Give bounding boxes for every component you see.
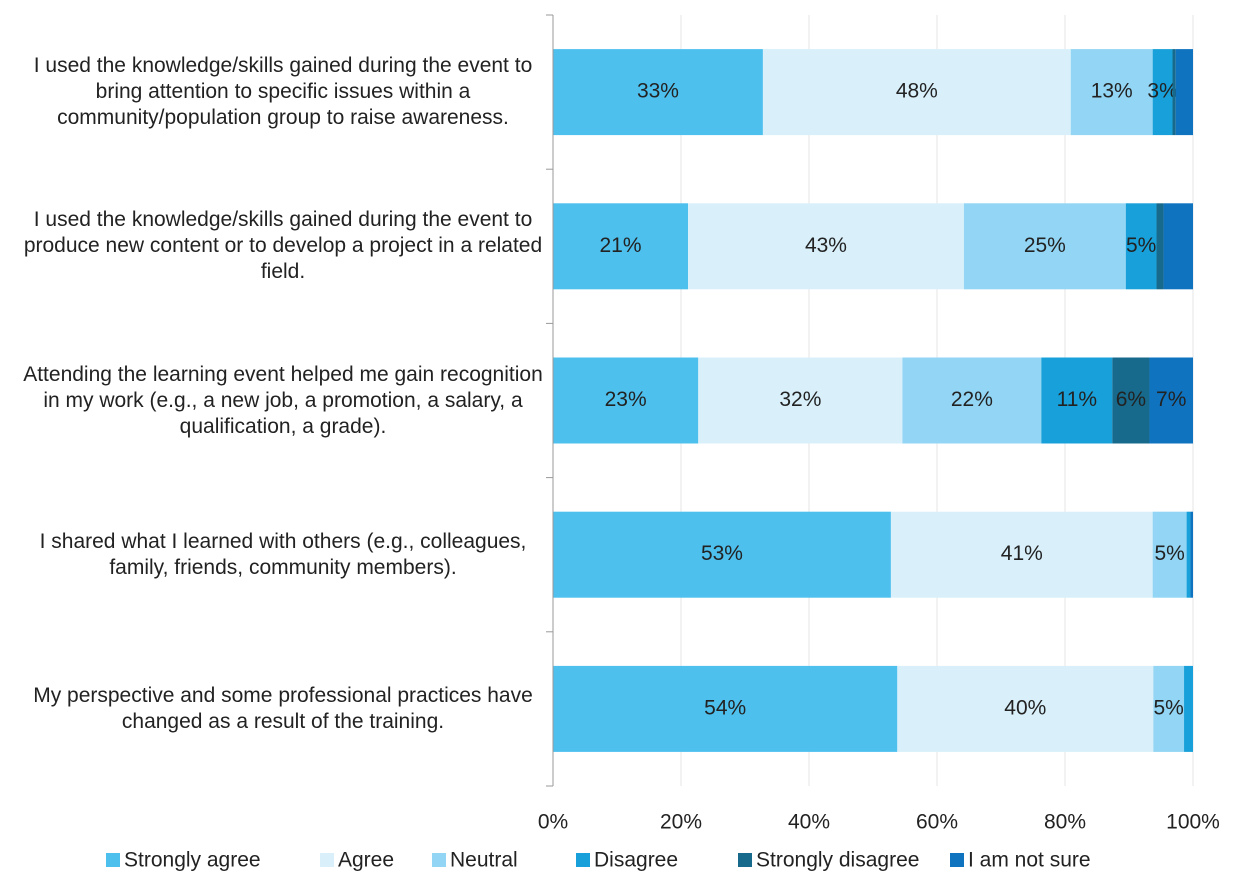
legend-label: Strongly disagree	[756, 849, 919, 872]
bar-segment	[553, 203, 689, 290]
bar-segment	[698, 357, 903, 444]
x-tick-label: 100%	[1166, 811, 1220, 834]
bar-segment	[1163, 203, 1193, 290]
legend-swatch	[432, 853, 446, 867]
bar-segment	[553, 357, 699, 444]
legend-label: Agree	[338, 849, 394, 872]
data-label: 5%	[1154, 542, 1184, 565]
data-label: 48%	[896, 80, 938, 103]
bar-segment	[553, 49, 763, 136]
bar-segment	[688, 203, 964, 290]
legend-label: Strongly agree	[124, 849, 261, 872]
data-label: 54%	[704, 696, 746, 719]
bar-segment	[1152, 511, 1187, 598]
data-label: 43%	[805, 234, 847, 257]
bar-segment	[1186, 511, 1191, 598]
data-label: 32%	[779, 388, 821, 411]
bar-segment	[1149, 357, 1193, 444]
x-tick-label: 60%	[916, 811, 958, 834]
x-tick-label: 80%	[1044, 811, 1086, 834]
legend-label: Disagree	[594, 849, 678, 872]
bar-segment	[1190, 511, 1193, 598]
bar-segment	[762, 49, 1071, 136]
x-tick-label: 0%	[538, 811, 568, 834]
category-label: I used the knowledge/skills gained durin…	[33, 54, 533, 130]
bar-segment	[897, 665, 1154, 752]
legend-swatch	[320, 853, 334, 867]
data-label: 5%	[1154, 696, 1184, 719]
bar-segment	[553, 511, 891, 598]
legend-label: I am not sure	[968, 849, 1091, 872]
bar-segment	[1153, 665, 1185, 752]
legend-swatch	[106, 853, 120, 867]
data-label: 40%	[1004, 696, 1046, 719]
bar-segment	[1156, 203, 1164, 290]
bar-segment	[1070, 49, 1153, 136]
x-tick-label: 40%	[788, 811, 830, 834]
data-label: 41%	[1001, 542, 1043, 565]
bar-segment	[1172, 49, 1176, 136]
bar-segment	[1184, 665, 1193, 752]
bar-segment	[1041, 357, 1113, 444]
data-label: 33%	[637, 80, 679, 103]
category-label: I used the knowledge/skills gained durin…	[23, 208, 543, 284]
bar-segment	[1112, 357, 1150, 444]
data-label: 25%	[1024, 234, 1066, 257]
bar-segment	[1125, 203, 1157, 290]
x-tick-label: 20%	[660, 811, 702, 834]
data-label: 7%	[1156, 388, 1186, 411]
data-label: 6%	[1116, 388, 1146, 411]
bar-segment	[902, 357, 1042, 444]
data-label: 22%	[951, 388, 993, 411]
category-label: I shared what I learned with others (e.g…	[39, 529, 527, 579]
legend-swatch	[950, 853, 964, 867]
category-label: Attending the learning event helped me g…	[23, 362, 543, 438]
data-label: 21%	[600, 234, 642, 257]
bar-segment	[963, 203, 1126, 290]
data-label: 3%	[1147, 80, 1177, 103]
bar-segment	[890, 511, 1153, 598]
data-label: 53%	[701, 542, 743, 565]
bar-segment	[553, 665, 898, 752]
data-label: 13%	[1091, 80, 1133, 103]
bar-segment	[1152, 49, 1173, 136]
data-label: 23%	[605, 388, 647, 411]
legend-label: Neutral	[450, 849, 518, 872]
data-label: 5%	[1126, 234, 1156, 257]
bar-segment	[1175, 49, 1193, 136]
legend-swatch	[576, 853, 590, 867]
legend-swatch	[738, 853, 752, 867]
data-label: 11%	[1057, 388, 1097, 411]
category-label: My perspective and some professional pra…	[33, 683, 533, 733]
